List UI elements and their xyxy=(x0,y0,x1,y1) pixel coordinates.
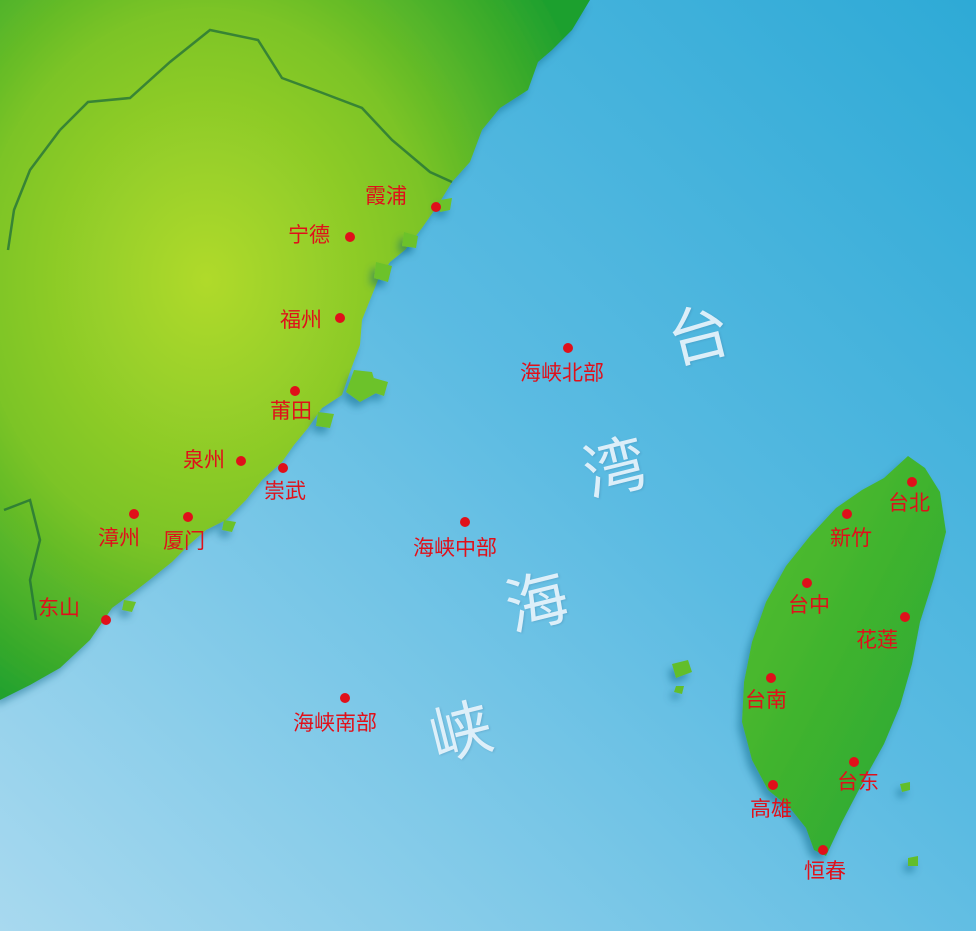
city-label: 崇武 xyxy=(264,479,306,503)
red-dot-marker-icon xyxy=(335,313,345,323)
city-label: 霞浦 xyxy=(365,184,407,208)
city-label: 泉州 xyxy=(183,448,225,472)
red-dot-marker-icon xyxy=(900,612,910,622)
taiwan-island xyxy=(742,456,946,856)
red-dot-marker-icon xyxy=(842,509,852,519)
red-dot-marker-icon xyxy=(345,232,355,242)
red-dot-marker-icon xyxy=(768,780,778,790)
red-dot-marker-icon xyxy=(278,463,288,473)
red-dot-marker-icon xyxy=(460,517,470,527)
city-label: 莆田 xyxy=(270,399,312,423)
fujian-mainland xyxy=(0,0,590,700)
red-dot-marker-icon xyxy=(236,456,246,466)
red-dot-marker-icon xyxy=(340,693,350,703)
city-label: 福州 xyxy=(280,308,322,332)
red-dot-marker-icon xyxy=(907,477,917,487)
city-label: 东山 xyxy=(38,596,80,620)
red-dot-marker-icon xyxy=(563,343,573,353)
strait-zone-label: 海峡北部 xyxy=(520,361,604,385)
red-dot-marker-icon xyxy=(818,845,828,855)
city-label: 台东 xyxy=(837,770,879,794)
city-label: 高雄 xyxy=(750,797,792,821)
city-label: 台北 xyxy=(888,491,930,515)
penghu-islands xyxy=(672,660,918,866)
red-dot-marker-icon xyxy=(290,386,300,396)
red-dot-marker-icon xyxy=(431,202,441,212)
red-dot-marker-icon xyxy=(802,578,812,588)
coastal-islands xyxy=(122,198,452,612)
red-dot-marker-icon xyxy=(766,673,776,683)
city-label: 花莲 xyxy=(856,628,898,652)
city-label: 漳州 xyxy=(98,526,140,550)
city-label: 恒春 xyxy=(804,859,846,883)
city-label: 新竹 xyxy=(830,526,872,550)
strait-zone-label: 海峡中部 xyxy=(413,536,497,560)
strait-zone-label: 海峡南部 xyxy=(293,711,377,735)
city-label: 台中 xyxy=(788,593,830,617)
city-label: 宁德 xyxy=(288,223,330,247)
red-dot-marker-icon xyxy=(849,757,859,767)
red-dot-marker-icon xyxy=(129,509,139,519)
city-label: 台南 xyxy=(745,688,787,712)
province-borders xyxy=(3,28,453,621)
city-label: 厦门 xyxy=(163,529,205,553)
red-dot-marker-icon xyxy=(101,615,111,625)
marker-layer xyxy=(101,202,917,855)
red-dot-marker-icon xyxy=(183,512,193,522)
